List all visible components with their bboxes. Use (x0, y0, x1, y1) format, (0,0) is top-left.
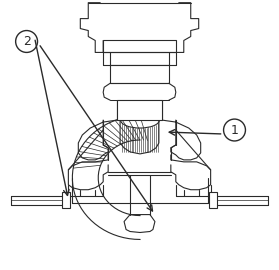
Circle shape (223, 119, 246, 141)
Bar (62, 192, 70, 208)
Bar (209, 192, 217, 208)
Text: 1: 1 (230, 124, 239, 137)
Bar (103, 40, 176, 52)
Circle shape (16, 31, 38, 52)
Text: 2: 2 (23, 35, 30, 48)
Bar (110, 65, 169, 83)
Bar (117, 100, 162, 120)
